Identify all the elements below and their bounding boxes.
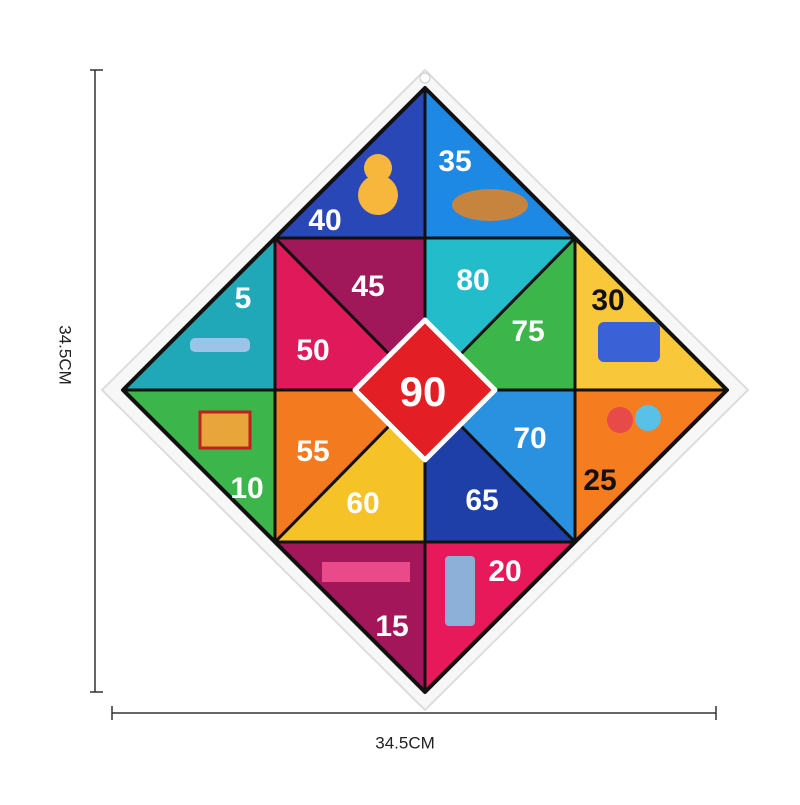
board-outline bbox=[121, 86, 729, 694]
balloon-icon bbox=[607, 407, 633, 433]
drum-icon bbox=[198, 410, 252, 450]
segment-score: 35 bbox=[438, 145, 471, 178]
balloon-icon bbox=[635, 405, 661, 431]
robot-icon bbox=[445, 556, 475, 626]
height-label: 34.5CM bbox=[56, 325, 75, 385]
cookie-icon bbox=[452, 189, 528, 221]
width-label: 34.5CM bbox=[375, 733, 435, 752]
bullseye bbox=[352, 317, 498, 463]
segment-score: 90 bbox=[400, 368, 447, 415]
segment-score: 40 bbox=[308, 204, 341, 237]
segment-score: 55 bbox=[296, 435, 329, 468]
train-icon bbox=[598, 322, 660, 362]
segment-score: 50 bbox=[296, 334, 329, 367]
segment-score: 65 bbox=[465, 484, 498, 517]
segment-score: 30 bbox=[591, 284, 624, 317]
segment-score: 45 bbox=[351, 270, 384, 303]
segment-score: 75 bbox=[511, 315, 544, 348]
segment-score: 70 bbox=[513, 422, 546, 455]
segment-score: 60 bbox=[346, 487, 379, 520]
xylophone-icon bbox=[322, 562, 410, 582]
segment-score: 80 bbox=[456, 264, 489, 297]
segment-score: 5 bbox=[235, 282, 252, 315]
icons bbox=[190, 154, 661, 626]
dimension-lines bbox=[90, 69, 717, 720]
hanging-hole bbox=[419, 72, 431, 84]
segment-score: 10 bbox=[230, 472, 263, 505]
segment-score: 20 bbox=[488, 555, 521, 588]
teddy-icon bbox=[358, 175, 398, 215]
teddy-icon bbox=[364, 154, 392, 182]
plane-icon bbox=[190, 338, 250, 352]
segment-score: 25 bbox=[583, 464, 616, 497]
segment-score: 15 bbox=[375, 610, 408, 643]
